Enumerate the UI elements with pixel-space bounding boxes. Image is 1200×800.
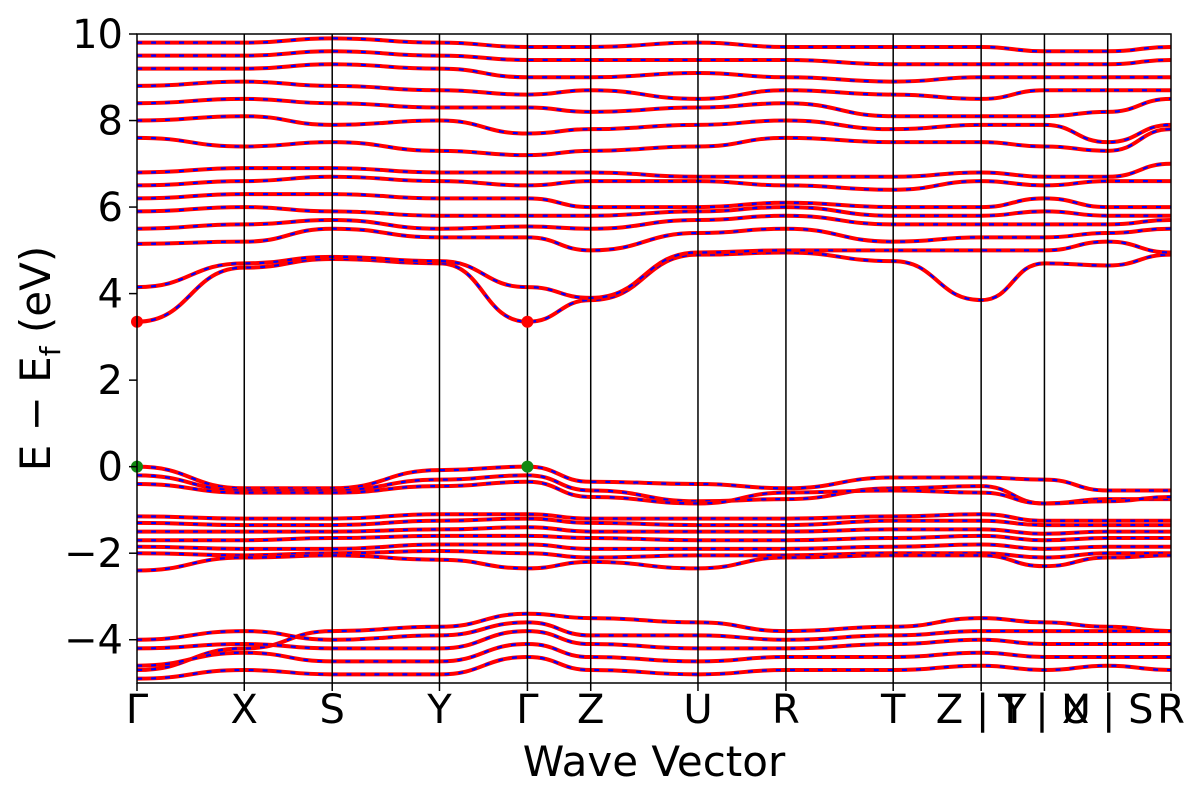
- cbm-marker-1: [521, 315, 534, 328]
- band-line-spin-up-20: [137, 192, 1171, 210]
- band-line-spin-up-8: [137, 549, 1171, 560]
- band-line-spin-down-26: [137, 80, 1171, 101]
- bands-layer: [137, 36, 1171, 681]
- y-tick-label: 0: [98, 445, 123, 491]
- band-line-spin-up-17: [137, 226, 1171, 253]
- band-line-spin-up-26: [137, 79, 1171, 101]
- y-axis-title-subscript: f: [34, 345, 67, 356]
- y-tick-label: 2: [98, 358, 123, 404]
- x-tick-label: Z | Y: [936, 687, 1027, 733]
- x-tick-label: R: [772, 687, 800, 733]
- band-line-spin-up-24: [137, 114, 1171, 145]
- band-line-spin-up-11: [137, 620, 1171, 642]
- x-tick-label: Y: [426, 687, 452, 733]
- x-axis-title: Wave Vector: [523, 737, 786, 786]
- x-tick-label: Γ: [516, 687, 539, 733]
- band-line-spin-down-0: [137, 465, 1171, 492]
- x-tick-label: T | U: [997, 687, 1091, 733]
- x-tick-label: Γ: [126, 687, 149, 733]
- x-tick-label: Z: [577, 687, 604, 733]
- kpoint-lines: [243, 34, 1109, 683]
- band-line-spin-down-10: [137, 612, 1171, 672]
- band-line-spin-down-19: [137, 205, 1171, 217]
- y-axis-title: E − Ef (eV): [11, 246, 67, 472]
- y-axis-title-unit: (eV): [11, 246, 60, 347]
- band-line-spin-up-7: [137, 542, 1171, 551]
- y-tick-label: 4: [98, 272, 123, 318]
- x-tick-label: T: [880, 687, 906, 733]
- x-tick-label: S: [320, 687, 345, 733]
- band-line-spin-up-0: [137, 464, 1171, 493]
- band-line-spin-up-6: [137, 533, 1171, 543]
- y-axis-ticks: 10 8 6 4 2 0 −2 −4: [64, 12, 137, 664]
- band-line-spin-up-13: [137, 642, 1171, 668]
- band-line-spin-up-18: [137, 213, 1171, 231]
- band-line-spin-down-16: [137, 240, 1171, 300]
- band-line-spin-down-3: [137, 513, 1171, 522]
- y-tick-label: −2: [64, 531, 123, 577]
- y-tick-label: 10: [72, 12, 123, 58]
- band-line-spin-up-16: [137, 239, 1171, 300]
- x-tick-label: R: [1157, 687, 1185, 733]
- band-line-spin-up-27: [137, 62, 1171, 84]
- y-axis-title-main: E − E: [11, 356, 60, 471]
- band-line-spin-down-15: [137, 251, 1171, 323]
- x-tick-label: X: [231, 687, 258, 733]
- plot-frame: [136, 33, 1172, 684]
- vbm-marker-1: [521, 460, 534, 473]
- x-tick-label: U: [683, 687, 712, 733]
- band-line-spin-down-25: [137, 97, 1171, 118]
- band-line-spin-down-24: [137, 115, 1171, 144]
- band-line-spin-up-5: [137, 525, 1171, 536]
- band-line-spin-down-22: [137, 162, 1171, 178]
- band-line-spin-up-28: [137, 49, 1171, 67]
- y-tick-label: 6: [98, 185, 123, 231]
- y-tick-label: −4: [64, 618, 123, 664]
- band-line-spin-up-21: [137, 174, 1171, 192]
- band-line-spin-down-29: [137, 37, 1171, 53]
- band-line-spin-down-17: [137, 227, 1171, 252]
- y-tick-label: 8: [98, 99, 123, 145]
- band-line-spin-up-22: [137, 161, 1171, 179]
- band-line-spin-down-12: [137, 629, 1171, 650]
- x-tick-label: X | S: [1062, 687, 1154, 733]
- band-line-spin-down-4: [137, 517, 1171, 527]
- band-line-spin-down-18: [137, 214, 1171, 230]
- band-line-spin-up-23: [137, 127, 1171, 158]
- band-line-spin-down-14: [137, 655, 1171, 680]
